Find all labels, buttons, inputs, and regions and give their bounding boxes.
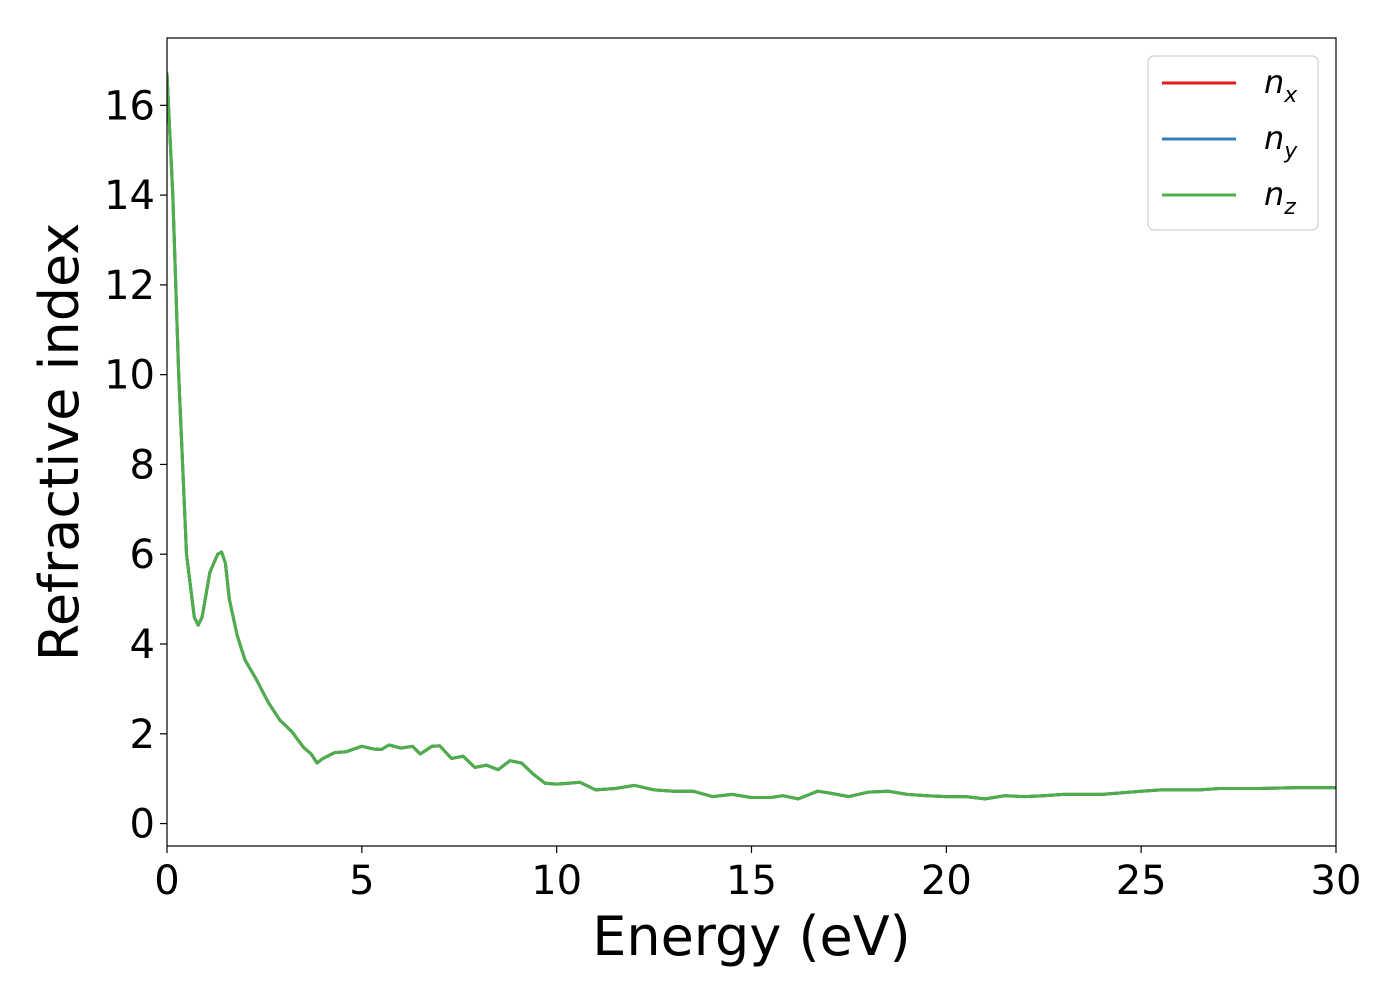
plot-area-frame: [166, 37, 1337, 847]
x-tick-label: 0: [154, 858, 179, 904]
legend-label-z: nz: [1264, 175, 1296, 220]
y-tick-label: 14: [104, 173, 155, 219]
legend-label-x: nx: [1264, 63, 1298, 108]
series-layer: [167, 72, 1336, 801]
x-tick-label: 20: [921, 858, 972, 904]
x-tick-label: 10: [531, 858, 582, 904]
y-tick-label: 4: [130, 622, 155, 668]
y-tick-label: 0: [130, 802, 155, 848]
y-tick-label: 12: [104, 263, 155, 309]
legend-label-y: ny: [1264, 119, 1298, 164]
y-tick-label: 8: [130, 442, 155, 488]
y-tick-label: 6: [130, 532, 155, 578]
legend: nx ny nz: [1147, 55, 1319, 231]
x-axis-title: Energy (eV): [592, 905, 911, 968]
ticks-layer: 0 5 10 15 20 25 30 0 2 4 6 8 10 12 14 16: [104, 83, 1361, 904]
y-tick-label: 2: [130, 712, 155, 758]
y-tick-label: 10: [104, 353, 155, 399]
x-tick-label: 15: [726, 858, 777, 904]
y-axis-title: Refractive index: [28, 223, 91, 662]
x-tick-label: 25: [1116, 858, 1167, 904]
y-tick-label: 16: [104, 83, 155, 129]
x-tick-label: 5: [349, 858, 374, 904]
series-line-z: [167, 72, 1336, 801]
legend-box: [1147, 55, 1319, 231]
x-tick-label: 30: [1311, 858, 1362, 904]
